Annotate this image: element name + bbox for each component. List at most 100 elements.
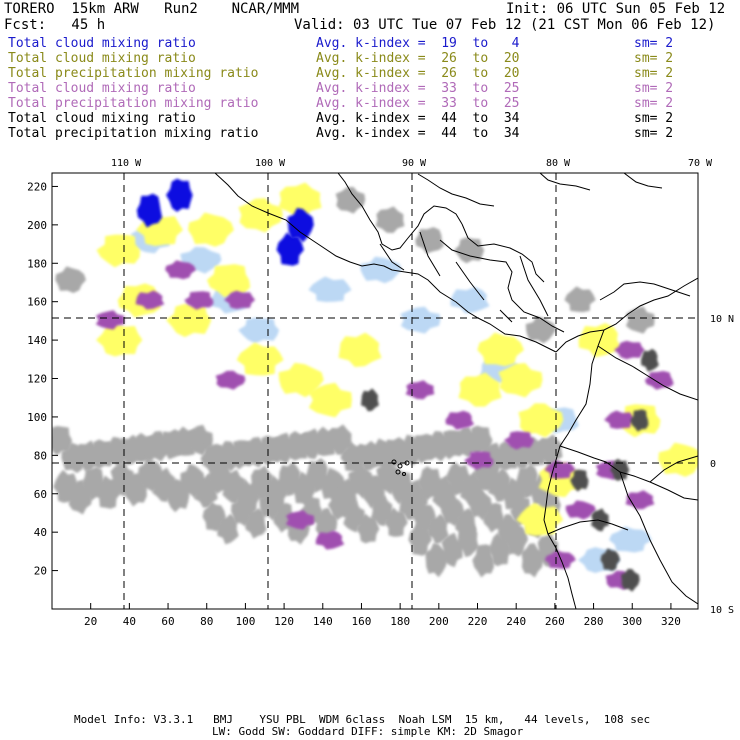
purple-cloud-region — [644, 371, 674, 390]
axis-ticks — [52, 185, 672, 609]
legend-row-7-field: Total precipitation mixing ratio — [8, 126, 259, 141]
light-blue-cloud-region — [308, 276, 352, 302]
yellow-cloud-region — [96, 234, 141, 268]
lon-label: 80 W — [546, 158, 571, 169]
x-tick-label: 320 — [661, 615, 681, 628]
gray-cloud-region — [625, 306, 655, 334]
purple-cloud-region — [445, 410, 475, 430]
lon-label: 100 W — [255, 158, 286, 169]
yellow-cloud-region — [166, 303, 212, 338]
legend-row-5-field: Total precipitation mixing ratio — [8, 96, 259, 111]
yellow-cloud-region — [308, 382, 352, 418]
lat-label: 10 S — [710, 605, 734, 616]
yellow-cloud-region — [516, 502, 564, 536]
yellow-cloud-region — [278, 182, 322, 217]
model-info: Model Info: V3.3.1 BMJ YSU PBL WDM 6clas… — [74, 713, 651, 726]
dark-gray-cloud-core — [641, 348, 659, 372]
purple-cloud-region — [95, 310, 125, 330]
gray-cloud-region — [425, 543, 448, 578]
gray-cloud-region — [52, 426, 72, 456]
yellow-cloud-region — [658, 442, 698, 477]
yellow-cloud-region — [236, 342, 284, 376]
dark-gray-cloud-core — [621, 568, 640, 592]
lon-label: 70 W — [688, 158, 713, 169]
legend-row-3-field: Total precipitation mixing ratio — [8, 66, 259, 81]
purple-cloud-region — [224, 290, 256, 309]
purple-cloud-region — [184, 291, 214, 310]
lon-label: 90 W — [402, 158, 427, 169]
dark-gray-cloud-core — [630, 409, 649, 432]
forecast-hour: Fcst: 45 h — [4, 17, 106, 33]
dark-gray-cloud-core — [610, 458, 630, 481]
yellow-cloud-region — [96, 323, 143, 357]
yellow-cloud-region — [477, 332, 524, 367]
yellow-cloud-region — [278, 362, 324, 398]
purple-cloud-region — [614, 340, 645, 360]
purple-cloud-region — [135, 290, 165, 310]
gray-cloud-region — [564, 286, 596, 313]
legend-row-2-sm: sm= 2 — [634, 51, 674, 66]
gray-cloud-region — [504, 522, 528, 557]
y-tick-label: 200 — [27, 219, 47, 232]
gray-cloud-region — [457, 522, 479, 558]
purple-cloud-region — [165, 260, 196, 280]
axis-tick-labels: 20 40 60 80 100 120 140 160 180 200 220 240 260 280 30… — [27, 158, 734, 628]
dark-gray-cloud-core — [361, 388, 379, 412]
legend-row-3-index: Avg. k-index = 26 to 20 — [316, 66, 520, 81]
gray-cloud-region — [327, 424, 353, 455]
blue-cloud-region — [166, 178, 193, 212]
yellow-cloud-region — [206, 264, 251, 298]
y-tick-label: 140 — [27, 334, 47, 347]
legend-row-6-field: Total cloud mixing ratio — [8, 111, 196, 126]
x-tick-label: 60 — [161, 615, 174, 628]
gray-cloud-region — [521, 543, 544, 578]
gray-cloud-region — [375, 206, 405, 233]
light-blue-cloud-region — [238, 317, 280, 344]
yellow-cloud-region — [458, 372, 502, 407]
gray-cloud-region — [441, 532, 463, 568]
legend-row-6-sm: sm= 2 — [634, 111, 674, 126]
x-tick-label: 180 — [390, 615, 410, 628]
gray-cloud-region — [454, 237, 485, 264]
y-tick-label: 180 — [27, 257, 47, 270]
purple-cloud-region — [215, 370, 246, 390]
y-tick-label: 160 — [27, 296, 47, 309]
gray-cloud-region — [427, 513, 449, 545]
coastlines — [214, 173, 698, 609]
dark-gray-cloud-core — [591, 508, 609, 532]
dark-gray-cloud-core — [570, 469, 589, 492]
purple-cloud-region — [544, 550, 576, 569]
physics-info: LW: Godd SW: Goddard DIFF: simple KM: 2D… — [212, 725, 524, 738]
purple-cloud-region — [285, 510, 315, 530]
blue-cloud-region — [287, 208, 314, 243]
gray-cloud-region — [384, 507, 408, 537]
x-tick-label: 220 — [468, 615, 488, 628]
x-tick-label: 280 — [584, 615, 604, 628]
yellow-cloud-region — [338, 332, 382, 367]
legend-row-1-sm: sm= 2 — [634, 36, 674, 51]
purple-cloud-region — [604, 410, 636, 429]
yellow-cloud-region — [188, 212, 234, 247]
legend-row-5-sm: sm= 2 — [634, 96, 674, 111]
x-tick-label: 140 — [313, 615, 333, 628]
legend-row-2-field: Total cloud mixing ratio — [8, 51, 196, 66]
yellow-cloud-region — [498, 363, 543, 398]
x-tick-label: 300 — [622, 615, 642, 628]
legend-row-7-index: Avg. k-index = 44 to 34 — [316, 126, 520, 141]
blue-cloud-region — [276, 232, 304, 266]
yellow-cloud-region — [238, 198, 283, 233]
x-tick-label: 160 — [352, 615, 372, 628]
legend-row-4-sm: sm= 2 — [634, 81, 674, 96]
purple-cloud-region — [565, 500, 596, 520]
legend-row-4-index: Avg. k-index = 33 to 25 — [316, 81, 520, 96]
model-title: TORERO 15km ARW Run2 NCAR/MMM — [4, 1, 300, 17]
gray-cloud-region — [335, 186, 366, 214]
purple-cloud-region — [464, 451, 494, 470]
gray-cloud-region — [356, 513, 380, 544]
y-tick-label: 60 — [34, 488, 47, 501]
legend-row-5-index: Avg. k-index = 33 to 25 — [316, 96, 520, 111]
yellow-cloud-region — [518, 403, 564, 438]
valid-time: Valid: 03 UTC Tue 07 Feb 12 (21 CST Mon … — [294, 17, 716, 33]
lat-label: 0 — [710, 459, 716, 470]
x-tick-label: 120 — [274, 615, 294, 628]
